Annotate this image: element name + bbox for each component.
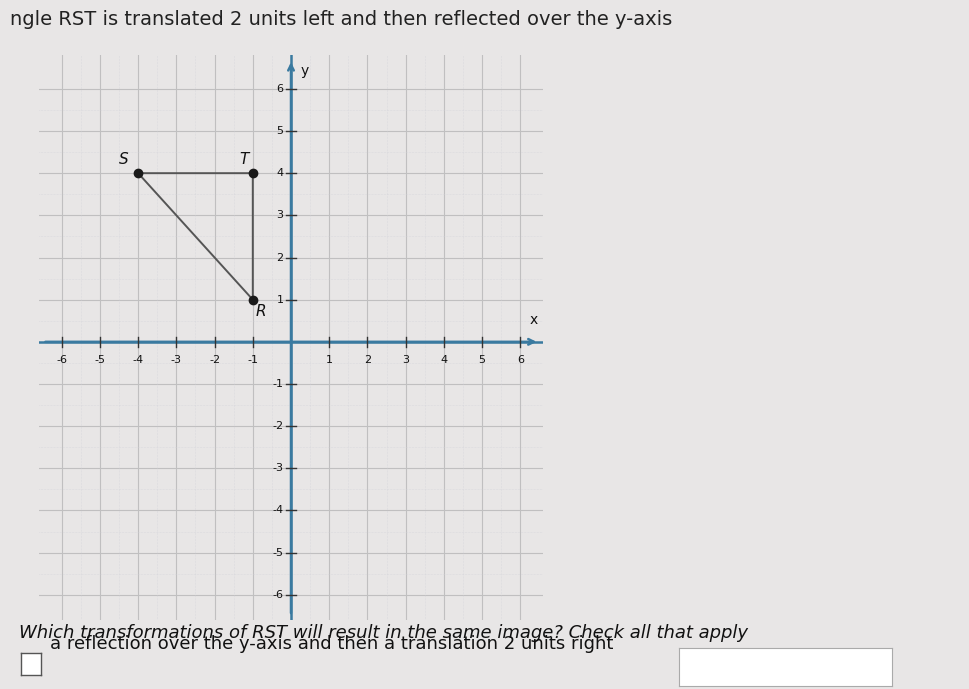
Text: -3: -3 [272, 463, 283, 473]
Text: 6: 6 [276, 84, 283, 94]
Text: -4: -4 [133, 356, 143, 365]
Text: 1: 1 [326, 356, 332, 365]
Text: ngle RST is translated 2 units left and then reflected over the y-axis: ngle RST is translated 2 units left and … [10, 10, 672, 30]
Text: -5: -5 [272, 548, 283, 557]
Text: 1: 1 [276, 295, 283, 305]
Text: y: y [300, 63, 308, 78]
Text: 3: 3 [276, 210, 283, 220]
Text: 5: 5 [478, 356, 485, 365]
Text: S: S [119, 152, 129, 167]
Text: 4: 4 [440, 356, 447, 365]
Text: -5: -5 [94, 356, 106, 365]
Text: 4: 4 [276, 168, 283, 178]
Text: -3: -3 [171, 356, 181, 365]
Text: R: R [256, 304, 266, 319]
Text: -6: -6 [56, 356, 67, 365]
Text: -1: -1 [247, 356, 258, 365]
Text: 2: 2 [363, 356, 370, 365]
Text: Which transformations of RST will result in the same image? Check all that apply: Which transformations of RST will result… [19, 624, 748, 641]
Text: 5: 5 [276, 126, 283, 136]
Text: 2: 2 [276, 252, 283, 263]
Text: -1: -1 [272, 379, 283, 389]
Text: -4: -4 [272, 506, 283, 515]
Text: T: T [239, 152, 249, 167]
Text: -6: -6 [272, 590, 283, 600]
Text: 3: 3 [402, 356, 409, 365]
Text: x: x [529, 313, 537, 327]
Text: -2: -2 [208, 356, 220, 365]
Text: 6: 6 [516, 356, 523, 365]
Text: -2: -2 [272, 421, 283, 431]
Text: a reflection over the y-axis and then a translation 2 units right: a reflection over the y-axis and then a … [50, 635, 613, 653]
